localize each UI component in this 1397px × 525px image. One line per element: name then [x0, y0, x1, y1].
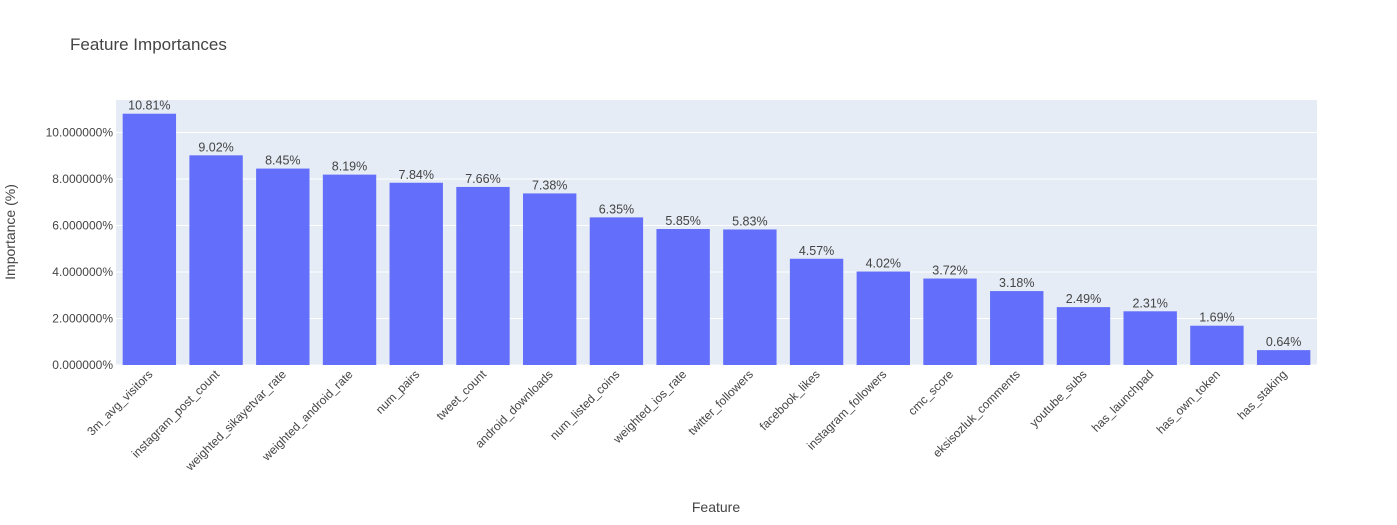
x-tick-label: has_staking	[1235, 367, 1290, 422]
bar-value-label: 10.81%	[128, 99, 170, 113]
bar-value-label: 9.02%	[198, 140, 233, 154]
bar	[723, 229, 777, 365]
y-tick-label: 6.000000%	[52, 219, 113, 233]
bar	[1056, 307, 1111, 365]
bar	[789, 258, 844, 365]
bar-value-label: 8.19%	[332, 160, 367, 174]
x-tick-label: tweet_count	[433, 367, 489, 423]
x-tick-label: facebook_likes	[757, 367, 823, 433]
bar-value-label: 5.85%	[665, 214, 700, 228]
bar-value-label: 4.02%	[866, 257, 901, 271]
bar	[990, 291, 1044, 365]
chart-title: Feature Importances	[70, 35, 227, 54]
bar-value-label: 0.64%	[1266, 335, 1301, 349]
bar-value-label: 5.83%	[732, 214, 767, 228]
x-tick-label: weighted_ios_rate	[610, 367, 690, 447]
bar-value-label: 1.69%	[1199, 311, 1234, 325]
x-tick-label: 3m_avg_visitors	[84, 367, 155, 438]
bar-value-label: 2.49%	[1066, 292, 1101, 306]
x-tick-label: twitter_followers	[685, 367, 756, 438]
bar	[923, 278, 977, 365]
y-tick-label: 0.000000%	[52, 358, 113, 372]
bar-value-label: 7.66%	[465, 172, 500, 186]
bar-value-label: 8.45%	[265, 154, 300, 168]
bar	[389, 182, 443, 365]
bar-value-label: 7.38%	[532, 178, 567, 192]
y-axis-title: Importance (%)	[2, 184, 18, 280]
x-tick-label: youtube_subs	[1027, 367, 1090, 430]
bar-value-label: 2.31%	[1132, 296, 1167, 310]
bar	[856, 271, 910, 365]
x-axis-ticks: 3m_avg_visitorsinstagram_post_countweigh…	[84, 367, 1289, 474]
y-axis-ticks: 0.000000% 2.000000% 4.000000% 6.000000% 8.00…	[46, 126, 114, 372]
y-tick-label: 4.000000%	[52, 265, 113, 279]
bar	[122, 113, 177, 366]
y-tick-label: 10.000000%	[46, 126, 114, 140]
x-tick-label: has_own_token	[1154, 367, 1223, 436]
bar-value-label: 3.72%	[932, 264, 967, 278]
bar-value-label: 3.18%	[999, 276, 1034, 290]
gridlines	[116, 132, 1317, 366]
y-tick-label: 2.000000%	[52, 312, 113, 326]
x-tick-label: num_listed_coins	[547, 367, 622, 442]
plot-area	[116, 100, 1317, 365]
x-tick-label: has_launchpad	[1089, 367, 1156, 434]
bar	[656, 229, 710, 365]
bar-value-label: 7.84%	[399, 168, 434, 182]
bar	[456, 186, 510, 365]
x-tick-label: cmc_score	[905, 367, 956, 418]
bar	[589, 217, 644, 365]
bar	[189, 155, 243, 365]
bar-value-label: 6.35%	[599, 202, 634, 216]
bar	[1256, 350, 1311, 365]
bar	[523, 193, 577, 365]
bars	[122, 113, 1311, 366]
x-tick-label: num_pairs	[373, 367, 423, 417]
bar	[256, 168, 310, 365]
data-labels: 10.81% 9.02% 8.45% 8.19% 7.84% 7.66% 7.38% 6.35…	[128, 99, 1301, 349]
bar	[322, 174, 377, 365]
bar-value-label: 4.57%	[799, 244, 834, 258]
y-tick-label: 8.000000%	[52, 172, 113, 186]
bar	[1190, 325, 1244, 365]
bar	[1123, 311, 1177, 365]
x-axis-title: Feature	[692, 499, 740, 515]
